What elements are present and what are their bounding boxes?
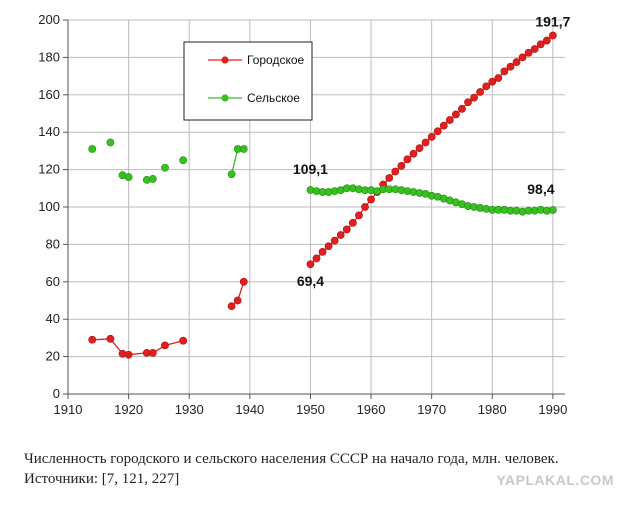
legend-box (183, 41, 313, 121)
data-point-urban (482, 82, 491, 91)
y-tick-label: 40 (46, 311, 60, 326)
x-tick-label: 1960 (357, 402, 386, 417)
data-point-urban (536, 40, 545, 49)
data-point-rural (179, 156, 188, 165)
y-tick-label: 80 (46, 236, 60, 251)
data-point-urban (427, 132, 436, 141)
data-point-urban (148, 348, 157, 357)
data-point-urban (530, 45, 539, 53)
data-point-rural (88, 145, 97, 153)
data-point-urban (433, 127, 442, 136)
data-point-urban (342, 225, 351, 234)
data-label: 191,7 (535, 14, 570, 30)
data-point-urban (548, 31, 557, 40)
x-tick-label: 1950 (296, 402, 325, 417)
data-point-urban (439, 121, 448, 130)
y-tick-label: 120 (38, 162, 60, 177)
y-tick-label: 100 (38, 199, 60, 214)
chart-legend: Городское Сельское (183, 41, 313, 121)
data-point-urban (445, 116, 454, 124)
legend-item-urban: Городское (208, 53, 305, 67)
chart-caption: Численность городского и сельского насел… (24, 449, 624, 489)
data-point-rural (239, 145, 248, 153)
data-point-rural (148, 175, 157, 183)
x-tick-label: 1990 (538, 402, 567, 417)
y-tick-label: 160 (38, 87, 60, 102)
legend-marker-urban (221, 56, 229, 64)
y-tick-label: 200 (38, 12, 60, 27)
data-point-urban (506, 62, 515, 71)
data-point-urban (233, 296, 242, 305)
data-point-urban (88, 335, 97, 344)
data-point-urban (524, 48, 533, 57)
data-point-rural (227, 170, 236, 179)
legend-label-rural: Сельское (247, 91, 300, 105)
data-point-urban (391, 167, 400, 176)
data-point-urban (161, 341, 169, 350)
data-point-urban (476, 88, 485, 96)
data-point-rural (124, 173, 133, 181)
data-point-urban (403, 155, 412, 164)
data-point-urban (239, 277, 248, 286)
x-tick-label: 1940 (235, 402, 264, 417)
data-point-urban (488, 77, 497, 86)
data-point-rural (548, 206, 557, 214)
site-watermark: YAPLAKAL.COM (496, 472, 614, 488)
data-point-urban (518, 53, 527, 62)
data-point-urban (306, 260, 315, 269)
data-point-urban (361, 203, 369, 211)
y-tick-label: 20 (46, 349, 60, 364)
data-point-urban (324, 242, 333, 251)
data-point-urban (385, 174, 394, 182)
chart-axes: 1910 1920 1930 1940 1950 1960 1970 1980 1990 0 20 4… (38, 12, 567, 417)
data-point-urban (312, 254, 321, 263)
data-point-urban (500, 67, 509, 76)
x-tick-label: 1930 (175, 402, 204, 417)
y-tick-label: 180 (38, 49, 60, 64)
data-point-urban (106, 334, 115, 343)
data-point-urban (470, 93, 478, 102)
caption-title: Численность городского и сельского насел… (24, 451, 559, 467)
x-tick-label: 1910 (54, 402, 83, 417)
series-rural (88, 138, 557, 216)
x-tick-label: 1980 (478, 402, 507, 417)
data-point-rural (106, 138, 115, 147)
population-chart: 1910 1920 1930 1940 1950 1960 1970 1980 1990 0 20 4… (38, 12, 571, 417)
data-point-urban (227, 302, 236, 311)
x-tick-label: 1970 (417, 402, 446, 417)
data-point-urban (367, 195, 375, 204)
data-point-urban (512, 58, 521, 66)
x-tick-label: 1920 (114, 402, 143, 417)
data-point-urban (355, 211, 363, 220)
data-point-urban (415, 144, 424, 152)
data-point-urban (458, 104, 466, 113)
data-point-urban (179, 336, 188, 345)
data-point-urban (542, 36, 551, 45)
data-point-urban (397, 161, 406, 170)
data-label: 109,1 (293, 161, 328, 177)
data-point-urban (336, 231, 345, 239)
legend-label-urban: Городское (247, 53, 305, 67)
y-tick-label: 140 (38, 124, 60, 139)
data-point-urban (421, 138, 430, 147)
chart-annotations: 191,7 109,1 98,4 69,4 (293, 14, 571, 290)
legend-marker-rural (221, 94, 229, 102)
data-point-urban (318, 247, 327, 256)
data-label: 98,4 (527, 181, 554, 197)
data-point-urban (452, 110, 460, 119)
data-point-urban (409, 149, 418, 158)
data-point-urban (494, 74, 503, 82)
data-point-urban (348, 218, 357, 227)
y-tick-label: 0 (53, 386, 60, 401)
legend-item-rural: Сельское (208, 91, 300, 105)
data-point-urban (464, 98, 472, 107)
chart-series (88, 31, 557, 359)
caption-sources: Источники: [7, 121, 227] (24, 471, 180, 487)
data-point-rural (161, 163, 169, 172)
data-label: 69,4 (297, 273, 324, 289)
series-urban (88, 31, 557, 359)
data-point-urban (124, 350, 133, 359)
y-tick-label: 60 (46, 274, 60, 289)
data-point-urban (330, 236, 339, 245)
